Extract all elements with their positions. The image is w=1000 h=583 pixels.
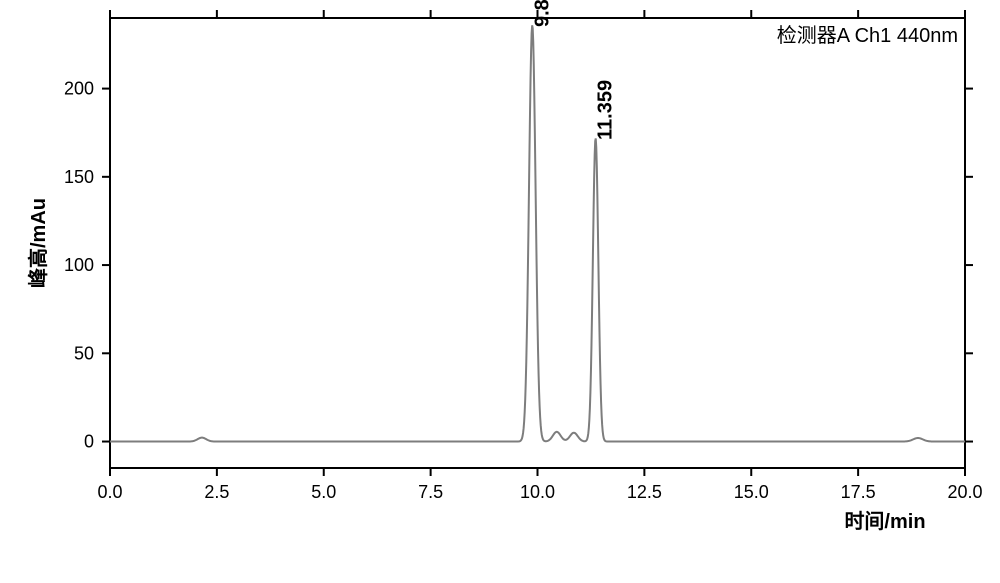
x-tick-label: 20.0 xyxy=(947,482,982,502)
x-tick-label: 10.0 xyxy=(520,482,555,502)
chromatogram-chart: 0.0 2.5 5.0 7.5 10.0 12.5 15.0 17.5 20.0 0 50 100 15… xyxy=(0,0,1000,583)
x-axis-label: 时间/min xyxy=(844,510,925,533)
x-tick-label: 15.0 xyxy=(734,482,769,502)
chromatogram-trace xyxy=(110,25,965,441)
y-tick-label: 200 xyxy=(64,79,94,99)
y-tick-label: 150 xyxy=(64,167,94,187)
y-axis-label: 峰高/mAu xyxy=(26,198,50,288)
peak-label: 9.878 xyxy=(531,0,553,27)
x-tick-label: 0.0 xyxy=(97,482,122,502)
y-tick-label: 100 xyxy=(64,255,94,275)
x-tick-label: 17.5 xyxy=(841,482,876,502)
x-tick-label: 12.5 xyxy=(627,482,662,502)
plot-border xyxy=(110,18,965,468)
y-tick-label: 0 xyxy=(84,432,94,452)
legend-text: 检测器A Ch1 440nm xyxy=(777,24,958,47)
x-tick-label: 7.5 xyxy=(418,482,443,502)
y-tick-label: 50 xyxy=(74,343,94,363)
x-tick-label: 5.0 xyxy=(311,482,336,502)
x-tick-label: 2.5 xyxy=(204,482,229,502)
peak-label: 11.359 xyxy=(595,80,617,140)
chart-svg: 0.0 2.5 5.0 7.5 10.0 12.5 15.0 17.5 20.0 0 50 100 15… xyxy=(0,0,1000,583)
